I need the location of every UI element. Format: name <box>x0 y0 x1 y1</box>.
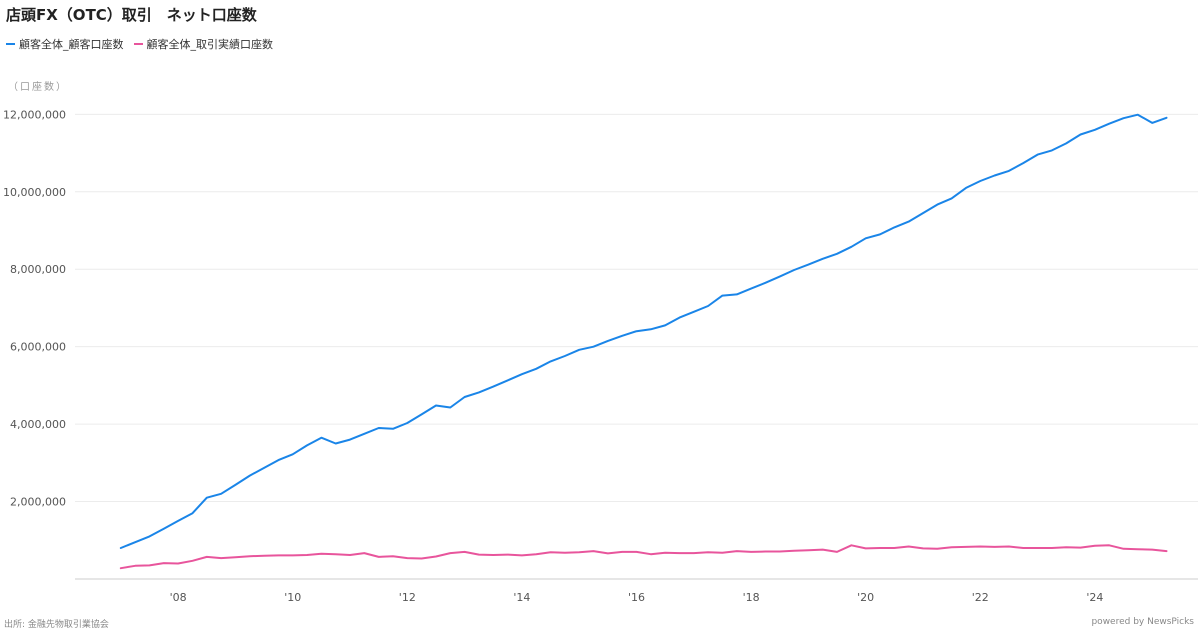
source-note: 出所: 金融先物取引業協会 <box>4 620 109 630</box>
legend-swatch-active-accounts <box>133 43 143 45</box>
x-tick-label: '18 <box>743 591 760 604</box>
credit-note: powered by NewsPicks <box>1091 617 1194 627</box>
y-tick-label: 12,000,000 <box>3 108 66 121</box>
series-line-2 <box>119 544 1168 570</box>
chart-legend: 顧客全体_顧客口座数 顧客全体_取引実績口座数 <box>6 36 273 52</box>
x-tick-label: '08 <box>170 591 187 604</box>
x-tick-label: '20 <box>857 591 874 604</box>
y-tick-label: 8,000,000 <box>10 263 66 276</box>
x-tick-label: '24 <box>1086 591 1103 604</box>
legend-label-active-accounts: 顧客全体_取引実績口座数 <box>146 38 274 51</box>
y-tick-label: 4,000,000 <box>10 418 66 431</box>
y-tick-label: 2,000,000 <box>10 496 66 509</box>
x-tick-label: '22 <box>972 591 989 604</box>
legend-label-accounts: 顧客全体_顧客口座数 <box>19 38 124 51</box>
legend-item-accounts[interactable]: 顧客全体_顧客口座数 <box>6 36 124 52</box>
y-axis-unit-label: （口座数） <box>8 82 68 93</box>
legend-swatch-accounts <box>6 43 15 45</box>
chart-title: 店頭FX（OTC）取引 ネット口座数 <box>6 6 257 24</box>
series-line-1 <box>119 113 1168 549</box>
legend-item-active-accounts[interactable]: 顧客全体_取引実績口座数 <box>133 36 274 52</box>
x-tick-label: '16 <box>628 591 645 604</box>
x-tick-label: '12 <box>399 591 416 604</box>
y-tick-label: 6,000,000 <box>10 341 66 354</box>
y-tick-label: 10,000,000 <box>3 186 66 199</box>
x-tick-label: '14 <box>513 591 530 604</box>
x-tick-label: '10 <box>284 591 301 604</box>
